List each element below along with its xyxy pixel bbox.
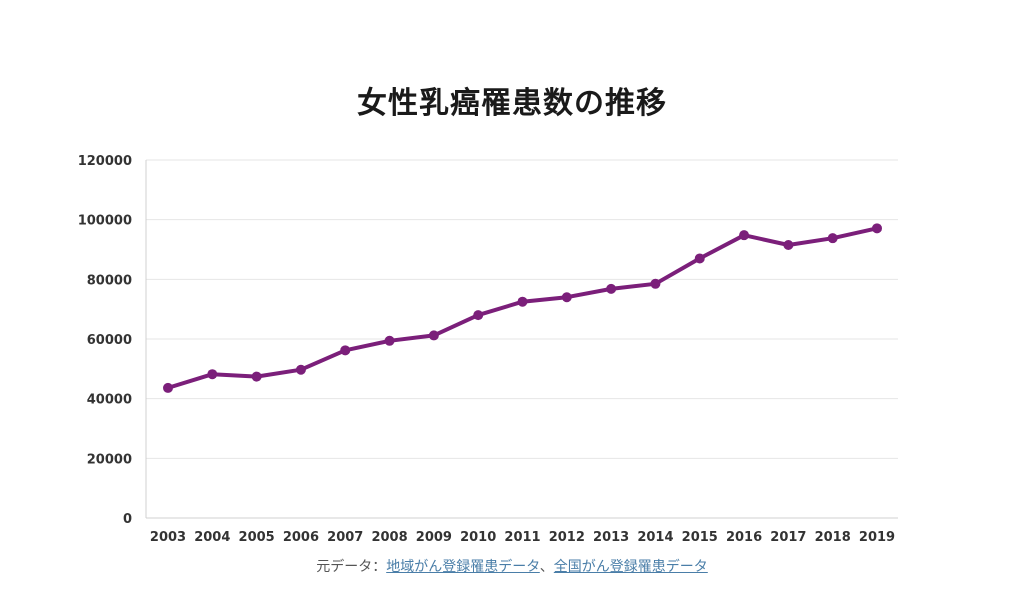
x-tick-label: 2012 [549,530,585,545]
data-point [872,223,882,234]
data-point [650,278,661,289]
y-tick-labels: 0 20000 40000 60000 80000 100000 120000 [78,154,132,527]
data-point [295,364,306,375]
x-tick-label: 2005 [239,530,275,545]
x-tick-label: 2007 [327,530,363,545]
x-tick-label: 2011 [504,530,540,545]
x-tick-label: 2010 [460,530,496,545]
y-tick-label: 20000 [87,452,132,467]
data-point [207,369,218,380]
x-tick-label: 2008 [371,530,407,545]
source-separator: 、 [539,559,554,575]
gridlines [146,159,898,459]
source-prefix: 元データ： [316,559,387,575]
x-tick-label: 2016 [726,530,762,545]
x-tick-label: 2013 [593,530,629,545]
y-tick-label: 100000 [78,214,132,229]
x-tick-label: 2018 [815,530,851,545]
data-point [827,233,838,244]
source-link-national[interactable]: 全国がん登録罹患データ [553,559,708,575]
chart-title: 女性乳癌罹患数の推移 [357,86,667,121]
data-point [783,240,794,251]
x-tick-labels: 2003 2004 2005 2006 2007 2008 2009 2010 2011 2012… [150,530,895,545]
x-tick-label: 2017 [770,530,806,545]
axes [145,160,898,519]
source-link-regional[interactable]: 地域がん登録罹患データ [386,559,540,575]
source-note: 元データ：地域がん登録罹患データ、全国がん登録罹患データ [0,556,1024,576]
x-tick-label: 2003 [150,530,186,545]
x-tick-label: 2015 [682,530,718,545]
x-tick-label: 2006 [283,530,319,545]
x-tick-label: 2014 [637,530,673,545]
data-point [694,253,705,264]
data-point [340,345,351,356]
data-point [473,310,484,321]
data-point [606,283,617,294]
x-tick-label: 2019 [859,530,895,545]
series-line [166,226,879,390]
data-points [163,223,882,393]
data-point [163,382,173,393]
y-tick-label: 40000 [87,393,132,408]
y-tick-label: 60000 [87,333,132,348]
data-point [561,292,572,303]
data-point [251,371,262,382]
x-tick-label: 2004 [194,530,230,545]
data-point [739,230,750,241]
y-tick-label: 0 [123,512,132,527]
data-point [428,330,439,341]
data-point [517,296,528,307]
x-tick-label: 2009 [416,530,452,545]
y-tick-label: 80000 [87,273,132,288]
data-point [384,335,395,346]
y-tick-label: 120000 [78,154,132,169]
